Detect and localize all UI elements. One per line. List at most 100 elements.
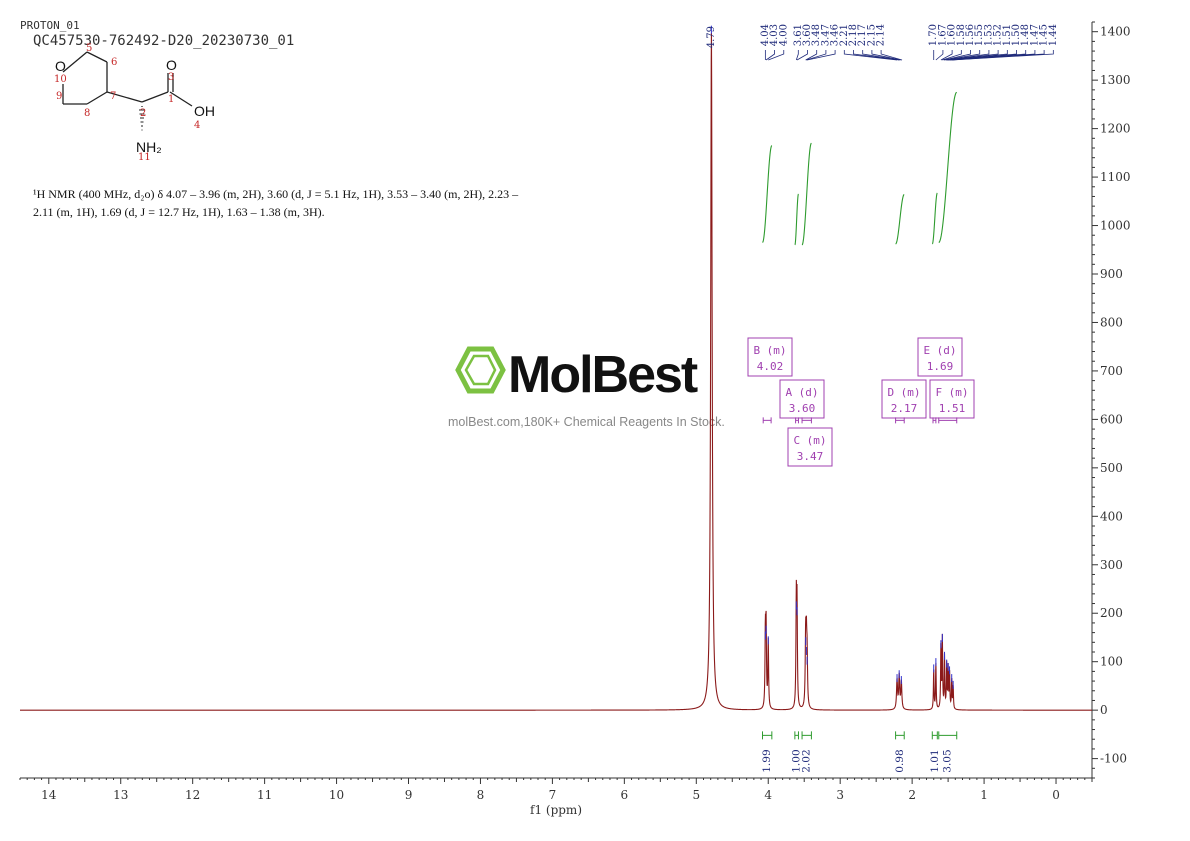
logo-hexagon-icon [455,346,506,394]
integral-curve [938,91,958,243]
molecule-structure: O O OH NH₂ 5 6 10 3 9 7 1 2 8 4 11 [54,43,215,163]
multiplet-boxes: B (m) 4.02A (d) 3.60 C (m) 3.47 D (m) 2.17 E (d… [747,337,975,467]
multiplet-box [929,379,975,419]
x-tick-label: 3 [836,788,844,802]
y-tick-label: 0 [1100,703,1108,717]
peak-label: 1.48 [1020,24,1031,46]
amine-label: NH₂ [136,139,162,155]
atom-number-4: 4 [194,120,200,131]
peak-label: 3.61 [793,24,804,46]
integral-curve [794,193,799,246]
y-tick-label: 700 [1100,364,1123,378]
y-tick-label: 400 [1100,509,1123,523]
multiplet-shift: 3.60 [789,402,816,415]
y-tick-label: 1400 [1100,25,1131,39]
peak-label: 4.00 [778,24,789,46]
x-tick-label: 1 [980,788,988,802]
atom-number-8: 8 [84,108,90,119]
x-tick-label: 14 [41,788,57,802]
multiplet-box [917,337,963,377]
integral-value: 3.05 [942,749,954,772]
peak-label: 2.15 [866,24,877,46]
y-tick-label: 300 [1100,558,1123,572]
peak-label: 2.14 [876,24,887,46]
y-tick-label: 100 [1100,655,1123,669]
hydroxyl-label: OH [194,103,215,119]
atom-number-9: 9 [56,91,62,102]
peak-label: 2.21 [839,24,850,46]
multiplet-label: C (m) [793,434,826,447]
sample-title: QC457530-762492-D20_20230730_01 [33,33,295,49]
watermark-tagline: molBest.com,180K+ Chemical Reagents In S… [448,415,725,429]
peak-label-leader [952,50,1054,61]
peak-label: 4.03 [769,24,780,46]
y-tick-label: 1200 [1100,122,1131,136]
multiplet-label: B (m) [753,344,786,357]
peak-label-leader [940,50,953,61]
x-tick-label: 4 [764,788,772,802]
atom-number-2: 2 [140,108,146,119]
peak-label-leader [944,50,981,61]
peak-label-top: 4.79 [706,26,717,48]
peak-label-leader [943,50,971,61]
peak-label: 1.51 [1002,24,1013,46]
peak-label-leader [768,50,785,61]
x-tick-label: 0 [1052,788,1060,802]
peak-label: 1.60 [947,24,958,46]
peak-label: 1.53 [983,24,994,46]
x-tick-label: 8 [477,788,485,802]
peak-label: 1.67 [937,24,948,46]
y-tick-label: 1000 [1100,219,1131,233]
peak-label-leader [806,50,827,61]
peak-label: 1.45 [1039,24,1050,46]
nmr-description-line-2: 2.11 (m, 1H), 1.69 (d, J = 12.7 Hz, 1H),… [33,205,325,219]
x-axis-title: f1 (ppm) [530,803,582,817]
spectrum-line [20,32,1092,711]
integral-value: 2.02 [801,749,813,772]
peak-label-leader [942,50,962,61]
y-tick-label: 1100 [1100,170,1131,184]
logo-hexagon-inner-icon [464,354,497,386]
multiplet-box [787,427,833,467]
peak-label-leader [807,50,836,61]
x-tick-label: 13 [113,788,128,802]
peak-label: 3.46 [830,24,841,46]
multiplet-shift: 2.17 [891,402,918,415]
integral-value: 0.98 [894,749,906,772]
atom-number-10: 10 [54,74,67,85]
peak-label-leader [843,50,898,61]
multiplet-label: D (m) [887,386,920,399]
integral-curve [801,142,812,246]
peak-label: 1.50 [1011,24,1022,46]
integral-curve [762,145,773,243]
integral-value: 1.00 [791,749,803,772]
multiplet-shift: 1.51 [939,402,966,415]
peak-label: 1.70 [928,24,939,46]
peak-label-leader [805,50,818,61]
peak-label: 1.44 [1048,24,1059,46]
atom-number-5: 5 [86,43,92,54]
y-tick-label: 200 [1100,606,1123,620]
experiment-label: PROTON_01 [20,19,80,32]
integral-curves: 1.99 1.002.02 0.98 1.01 3.05 [761,91,958,773]
integral-value: 1.99 [761,749,773,772]
x-tick-label: 2 [908,788,916,802]
peak-label-leader [880,50,903,61]
x-tick-label: 12 [185,788,200,802]
y-tick-label: 500 [1100,461,1123,475]
atom-number-3: 3 [168,72,174,83]
integral-curve [895,194,905,245]
peak-label-leader [765,50,775,61]
peak-label: 1.52 [993,24,1004,46]
peak-label: 1.58 [956,24,967,46]
y-tick-label: 900 [1100,267,1123,281]
y-tick-label: 800 [1100,315,1123,329]
integral-curve [931,192,938,245]
atom-number-7: 7 [110,91,116,102]
peak-label: 1.55 [974,24,985,46]
peak-label-leader [795,50,799,61]
multiplet-box [747,337,793,377]
x-tick-label: 9 [405,788,413,802]
atom-number-11: 11 [138,152,151,163]
